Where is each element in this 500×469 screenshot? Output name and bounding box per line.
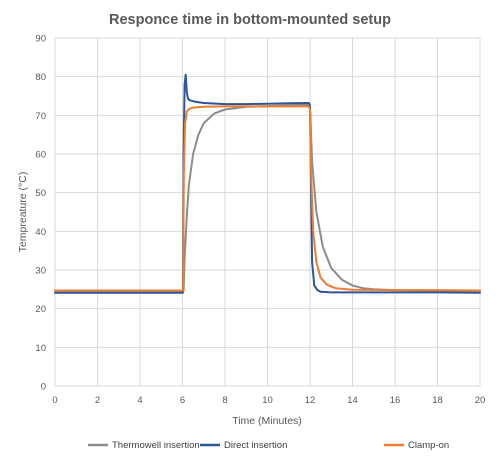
y-tick-label: 80 [35, 72, 46, 83]
legend: Thermowell insertion Direct insertion Clam… [88, 440, 449, 451]
x-tick-label: 6 [180, 395, 185, 406]
chart-title: Responce time in bottom-mounted setup [109, 12, 391, 28]
legend-label: Clamp-on [408, 440, 449, 451]
plot-frame [54, 37, 481, 387]
gridlines [54, 37, 481, 387]
x-tick-label: 0 [52, 395, 57, 406]
legend-label: Direct insertion [224, 440, 287, 451]
x-tick-label: 18 [432, 395, 443, 406]
y-tick-label: 60 [35, 150, 46, 161]
y-tick-label: 50 [35, 188, 46, 199]
y-axis-tick-labels: 0 10 20 30 40 50 60 70 80 90 [35, 34, 46, 393]
y-tick-label: 30 [35, 266, 46, 277]
series-line-1 [54, 103, 481, 292]
y-axis-title: Tempreature (°C) [17, 172, 29, 253]
y-tick-label: 0 [41, 382, 46, 393]
y-tick-label: 90 [35, 34, 46, 45]
x-tick-label: 20 [475, 395, 486, 406]
series-lines [54, 73, 481, 294]
x-tick-label: 12 [305, 395, 316, 406]
y-tick-label: 40 [35, 227, 46, 238]
series-line-2 [54, 73, 481, 294]
legend-item-1: Thermowell insertion [88, 440, 200, 451]
x-axis-title: Time (Minutes) [232, 415, 302, 427]
y-tick-label: 10 [35, 343, 46, 354]
legend-item-3: Clamp-on [384, 440, 449, 451]
x-tick-label: 14 [347, 395, 358, 406]
y-tick-label: 20 [35, 304, 46, 315]
x-axis-tick-labels: 0 2 4 6 8 10 12 14 16 18 20 [52, 395, 485, 406]
x-tick-label: 4 [137, 395, 142, 406]
x-tick-label: 8 [222, 395, 227, 406]
legend-label: Thermowell insertion [112, 440, 200, 451]
y-tick-label: 70 [35, 111, 46, 122]
x-tick-label: 2 [95, 395, 100, 406]
x-tick-label: 16 [390, 395, 401, 406]
series-line-3 [54, 105, 481, 292]
x-tick-label: 10 [262, 395, 273, 406]
legend-item-2: Direct insertion [200, 440, 287, 451]
